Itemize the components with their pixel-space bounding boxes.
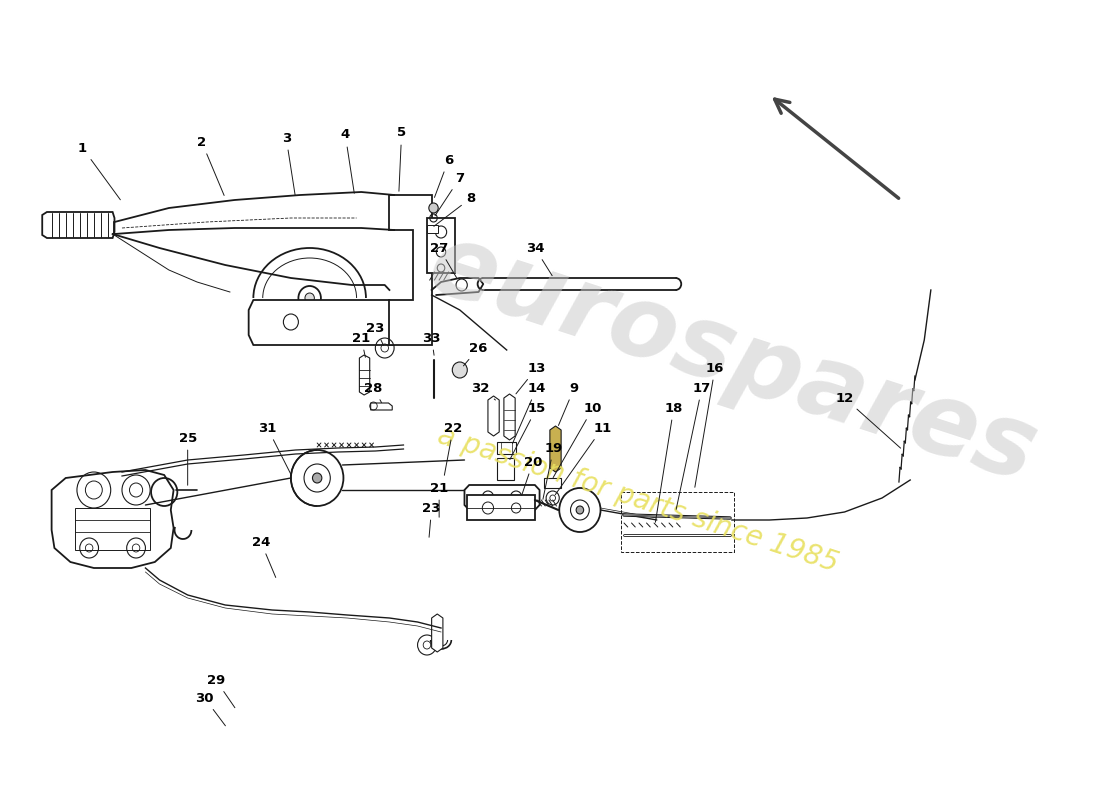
Bar (427, 225, 438, 233)
Text: 4: 4 (341, 129, 354, 194)
Polygon shape (249, 300, 394, 345)
Text: 3: 3 (282, 131, 295, 195)
Polygon shape (488, 396, 499, 436)
Circle shape (452, 362, 468, 378)
Bar (621, 492, 734, 552)
Circle shape (576, 506, 584, 514)
Text: a passion for parts since 1985: a passion for parts since 1985 (434, 422, 842, 578)
Text: 20: 20 (521, 455, 542, 495)
Text: 1: 1 (78, 142, 120, 200)
Text: 8: 8 (433, 191, 475, 226)
Text: 12: 12 (835, 391, 901, 448)
Text: 21: 21 (430, 482, 449, 518)
Circle shape (312, 473, 322, 483)
Text: 23: 23 (366, 322, 385, 346)
Text: 28: 28 (364, 382, 383, 402)
Text: 32: 32 (471, 382, 495, 400)
Text: 7: 7 (434, 171, 464, 216)
Polygon shape (371, 403, 393, 410)
Text: 9: 9 (559, 382, 579, 426)
Text: 31: 31 (258, 422, 292, 475)
Text: 33: 33 (422, 331, 441, 355)
Polygon shape (52, 470, 174, 568)
Text: 17: 17 (676, 382, 711, 510)
Polygon shape (389, 195, 431, 345)
Text: 25: 25 (178, 431, 197, 486)
Text: 15: 15 (510, 402, 546, 459)
Text: 2: 2 (197, 135, 224, 195)
Polygon shape (360, 355, 370, 395)
Text: 23: 23 (422, 502, 441, 538)
Text: 11: 11 (556, 422, 612, 494)
Polygon shape (504, 394, 515, 440)
Text: 10: 10 (553, 402, 602, 478)
Text: 16: 16 (695, 362, 724, 487)
Polygon shape (550, 426, 561, 472)
Bar (497, 458, 514, 480)
Text: 34: 34 (526, 242, 552, 276)
Polygon shape (468, 495, 535, 520)
Polygon shape (431, 614, 443, 652)
Text: 5: 5 (397, 126, 406, 191)
Text: 30: 30 (196, 691, 225, 726)
Circle shape (305, 293, 315, 303)
Text: 26: 26 (463, 342, 487, 366)
Bar (497, 442, 516, 454)
Text: 24: 24 (252, 535, 276, 578)
Text: 22: 22 (444, 422, 462, 475)
Text: 29: 29 (207, 674, 235, 708)
Bar (75, 508, 150, 550)
Bar (544, 478, 561, 488)
Circle shape (429, 203, 438, 213)
Bar (427, 218, 455, 273)
Text: 6: 6 (434, 154, 453, 198)
Text: eurospares: eurospares (416, 216, 1047, 504)
Text: 21: 21 (352, 331, 371, 358)
Polygon shape (42, 212, 114, 238)
Polygon shape (464, 485, 539, 510)
Text: 14: 14 (513, 382, 546, 443)
Text: 18: 18 (656, 402, 683, 522)
Text: 27: 27 (430, 242, 456, 278)
Text: 13: 13 (516, 362, 546, 394)
Text: 19: 19 (543, 442, 563, 499)
